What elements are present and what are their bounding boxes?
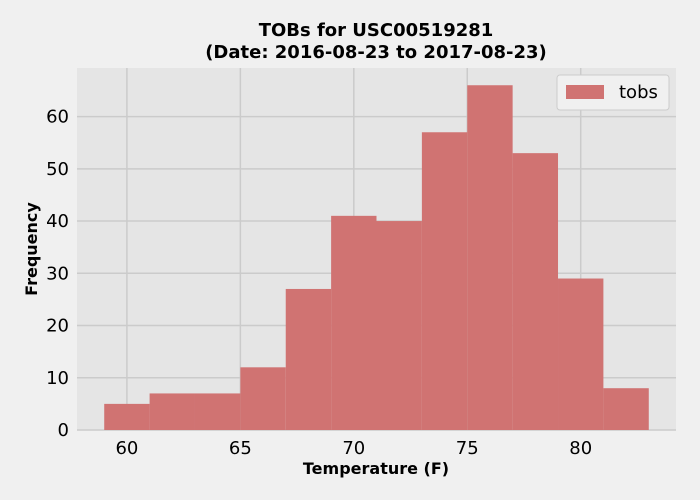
histogram-bar (331, 215, 377, 430)
histogram-bar (421, 132, 468, 430)
x-tick-label: 75 (456, 438, 479, 459)
histogram-bar (558, 278, 604, 430)
histogram-bar (467, 85, 513, 430)
y-tick-label: 30 (46, 263, 69, 284)
chart-title: TOBs for USC00519281 (259, 20, 494, 41)
histogram-bar (104, 403, 150, 430)
y-tick-label: 60 (46, 107, 69, 128)
x-tick-label: 80 (569, 438, 592, 459)
legend-swatch-tobs (566, 85, 604, 99)
histogram-bar (603, 388, 649, 430)
y-tick-label: 40 (46, 211, 69, 232)
legend-label-tobs: tobs (619, 82, 658, 103)
y-tick-label: 0 (58, 420, 69, 441)
x-axis-label: Temperature (F) (303, 459, 449, 478)
x-tick-label: 65 (229, 438, 252, 459)
y-tick-label: 20 (46, 316, 69, 337)
y-axis-label: Frequency (22, 202, 41, 296)
y-tick-label: 10 (46, 368, 69, 389)
legend-box (556, 74, 670, 111)
histogram-bar (512, 153, 559, 430)
legend: tobs (556, 74, 670, 111)
histogram-bar (285, 288, 332, 430)
chart-subtitle: (Date: 2016-08-23 to 2017-08-23) (205, 42, 547, 63)
y-axis-ticks: 0 10 20 30 40 50 60 (46, 107, 69, 441)
y-tick-label: 50 (46, 159, 69, 180)
histogram-bars (104, 85, 649, 430)
x-tick-label: 60 (115, 438, 138, 459)
histogram-bar (376, 221, 422, 430)
histogram-bar (240, 367, 286, 430)
x-tick-label: 70 (342, 438, 365, 459)
histogram-bar (149, 393, 195, 430)
histogram-bar (194, 393, 241, 430)
x-axis-ticks: 60 65 70 75 80 (115, 438, 592, 459)
